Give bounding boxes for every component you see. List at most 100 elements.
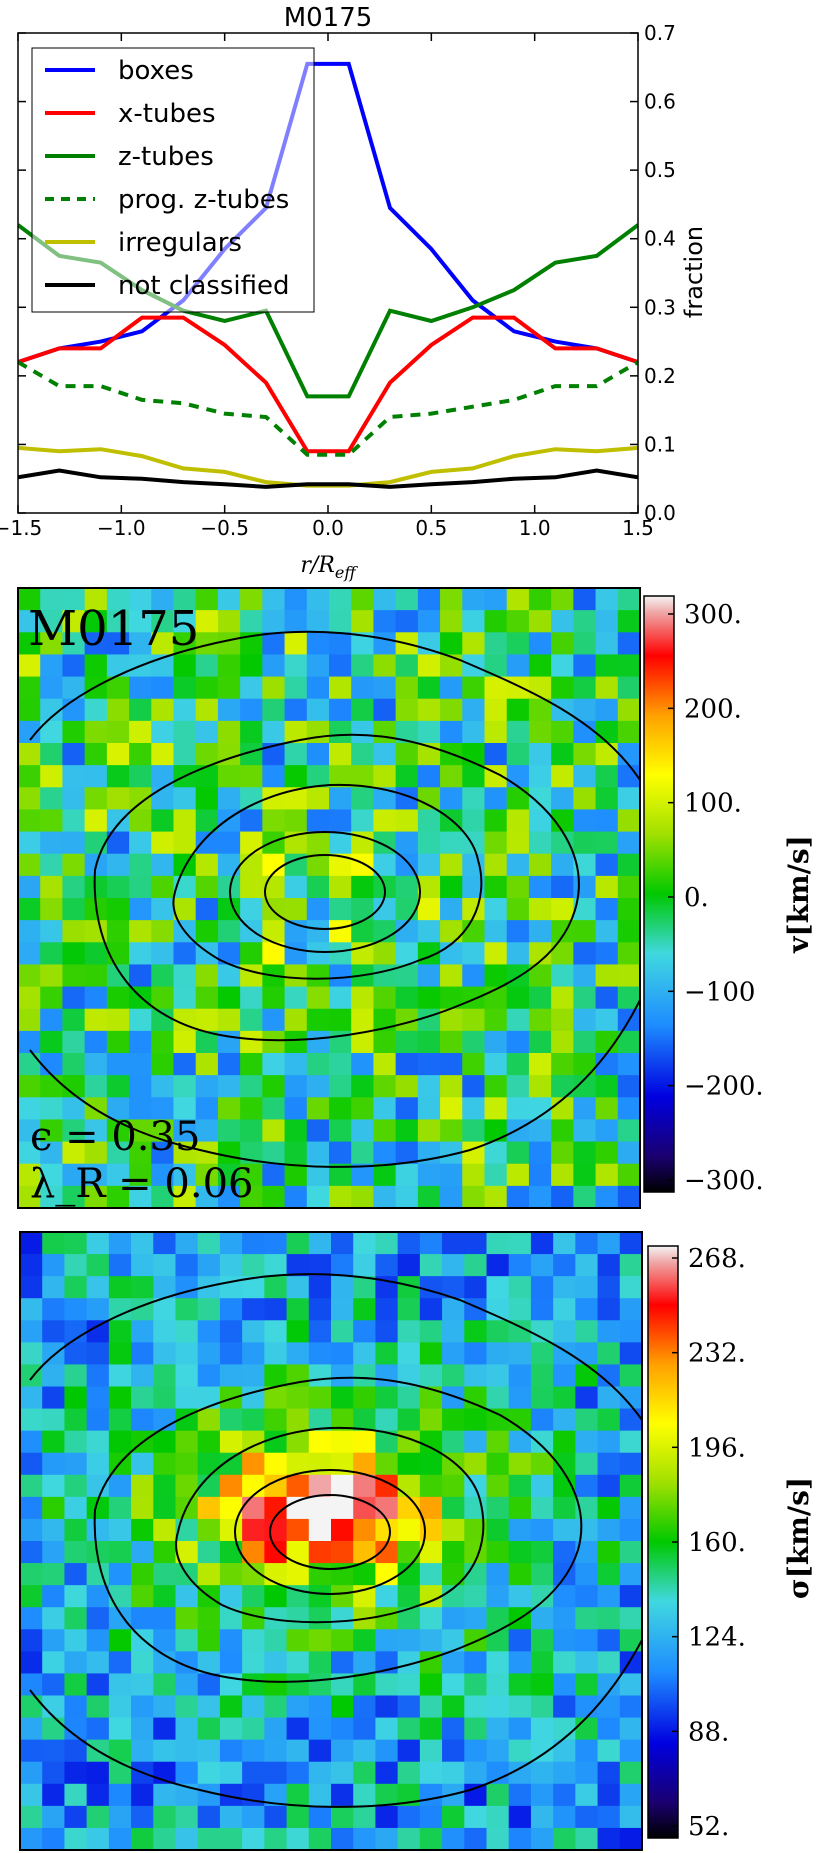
map-pixel xyxy=(440,1141,463,1165)
map-pixel xyxy=(62,898,86,921)
map-pixel xyxy=(551,1075,574,1098)
map-pixel xyxy=(375,1430,399,1454)
map-pixel xyxy=(597,1761,621,1785)
map-pixel xyxy=(397,1364,421,1388)
map-pixel xyxy=(173,654,197,678)
map-pixel xyxy=(464,1761,488,1785)
y-tick-label: 0.5 xyxy=(644,158,676,182)
map-pixel xyxy=(173,610,197,633)
map-pixel xyxy=(62,787,86,811)
map-pixel xyxy=(373,809,397,833)
fraction-line-plot: M0175 −1.5 −1.0 −0.5 0.0 0.5 1.0 1.5 0.00.10.2… xyxy=(0,3,708,582)
map-pixel xyxy=(440,1030,463,1054)
map-pixel xyxy=(42,1386,66,1410)
map-pixel xyxy=(575,1541,599,1564)
map-pixel xyxy=(595,787,619,811)
map-pixel xyxy=(286,1739,310,1763)
map-pixel xyxy=(240,676,263,700)
map-pixel xyxy=(397,1739,421,1763)
contour xyxy=(175,1426,485,1624)
map-pixel xyxy=(18,1119,41,1143)
map-pixel xyxy=(18,875,41,899)
map-pixel xyxy=(86,1496,110,1520)
map-pixel xyxy=(486,1651,510,1675)
map-pixel xyxy=(486,1695,510,1719)
map-pixel xyxy=(129,831,152,855)
map-pixel xyxy=(308,1276,332,1299)
map-pixel xyxy=(462,1185,486,1208)
map-pixel xyxy=(286,1673,310,1697)
y-tick-label: 0.2 xyxy=(644,364,676,388)
map-pixel xyxy=(329,964,352,988)
map-pixel xyxy=(175,1430,199,1454)
map-pixel xyxy=(264,1232,288,1255)
map-pixel xyxy=(373,1008,397,1032)
map-pixel xyxy=(573,1163,597,1187)
map-pixel xyxy=(440,654,463,678)
map-pixel xyxy=(617,1141,640,1165)
map-pixel xyxy=(351,1185,375,1208)
map-pixel xyxy=(18,610,41,633)
map-pixel xyxy=(553,1607,576,1630)
map-pixel xyxy=(329,1008,352,1032)
map-pixel xyxy=(397,1254,421,1277)
map-pixel xyxy=(329,1075,352,1098)
map-pixel xyxy=(440,632,463,656)
map-pixel xyxy=(108,1585,132,1608)
map-pixel xyxy=(64,1232,88,1255)
map-pixel xyxy=(18,743,41,766)
map-pixel xyxy=(284,720,308,744)
map-pixel xyxy=(395,875,419,899)
map-pixel xyxy=(62,1053,86,1076)
map-pixel xyxy=(617,875,640,899)
map-pixel xyxy=(175,1364,199,1388)
map-pixel xyxy=(195,986,219,1010)
map-pixel xyxy=(195,964,219,988)
colorbar-tick-label: 196. xyxy=(688,1433,746,1463)
map-pixel xyxy=(308,1607,332,1630)
map-pixel xyxy=(506,920,530,943)
y-tick-group: 0.00.10.20.30.40.50.60.7 xyxy=(18,21,676,525)
map-pixel xyxy=(575,1805,599,1829)
map-pixel xyxy=(486,1386,510,1410)
map-pixel xyxy=(417,1119,441,1143)
map-pixel xyxy=(573,720,597,744)
map-pixel xyxy=(175,1717,199,1741)
map-pixel xyxy=(595,1141,619,1165)
map-pixel xyxy=(306,1163,330,1187)
map-pixel xyxy=(619,1827,642,1850)
map-pixel xyxy=(262,920,286,943)
map-pixel xyxy=(530,1651,554,1675)
map-pixel xyxy=(308,1805,332,1829)
map-pixel xyxy=(18,765,41,788)
map-pixel xyxy=(419,1276,443,1299)
map-pixel xyxy=(64,1254,88,1277)
map-pixel xyxy=(129,720,152,744)
map-pixel xyxy=(62,720,86,744)
map-pixel xyxy=(442,1364,465,1388)
map-pixel xyxy=(64,1298,88,1321)
map-pixel xyxy=(286,1430,310,1454)
map-pixel xyxy=(20,1254,43,1277)
map-pixel xyxy=(240,1163,263,1187)
map-pixel xyxy=(308,1232,332,1255)
map-pixel xyxy=(595,920,619,943)
map-pixel xyxy=(353,1298,377,1321)
map-pixel xyxy=(242,1739,265,1763)
map-pixel xyxy=(40,1119,64,1143)
map-pixel xyxy=(86,1298,110,1321)
map-pixel xyxy=(108,1541,132,1564)
map-pixel xyxy=(331,1342,354,1366)
map-pixel xyxy=(508,1496,532,1520)
map-pixel xyxy=(264,1452,288,1476)
map-pixel xyxy=(442,1430,465,1454)
map-pixel xyxy=(553,1408,576,1432)
map-pixel xyxy=(419,1695,443,1719)
map-pixel xyxy=(462,765,486,788)
map-pixel xyxy=(197,1717,221,1741)
colorbar-label: v[km/s] xyxy=(782,835,815,954)
map-pixel xyxy=(195,875,219,899)
map-pixel xyxy=(619,1805,642,1829)
map-pixel xyxy=(597,1585,621,1608)
map-pixel xyxy=(217,1185,241,1208)
